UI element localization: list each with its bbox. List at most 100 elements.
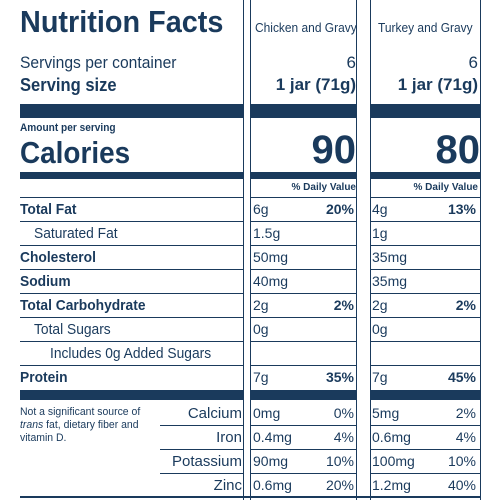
mineral-amount-chicken: 90mg — [253, 453, 289, 469]
mineral-amount-chicken: 0.4mg — [253, 429, 292, 445]
mineral-dv-turkey: 10% — [447, 453, 476, 469]
row-rule — [20, 317, 243, 318]
nutrient-amount-chicken: 2g — [253, 297, 269, 313]
mineral-rule-col2 — [371, 449, 480, 450]
row-rule-col2 — [371, 365, 480, 366]
mineral-amount-turkey: 0.6mg — [372, 429, 411, 445]
label-title: Nutrition Facts — [20, 4, 224, 39]
mineral-label: Potassium — [160, 453, 242, 470]
mineral-label-text: Iron — [216, 429, 242, 446]
mineral-dv-chicken: 0% — [333, 405, 354, 421]
nutrient-amount-turkey: 35mg — [372, 273, 408, 289]
calories-label: Calories — [20, 135, 131, 170]
divider-col2-right — [480, 0, 481, 500]
mineral-rule — [160, 473, 243, 474]
divider-col2-left — [370, 0, 371, 500]
column-header-chicken: Chicken and Gravy — [255, 20, 357, 35]
nutrient-amount-chicken: 6g — [253, 201, 269, 217]
row-rule — [20, 269, 243, 270]
servings-value-turkey: 6 — [468, 53, 478, 72]
row-rule-col1 — [251, 317, 356, 318]
mineral-rule-col1 — [251, 425, 356, 426]
mineral-amount-turkey: 1.2mg — [372, 477, 411, 493]
nutrient-amount-turkey: 1g — [372, 225, 388, 241]
nutrient-amount-chicken: 7g — [253, 369, 269, 385]
row-rule-col1 — [251, 269, 356, 270]
row-rule-col2 — [371, 317, 480, 318]
nutrient-label: Sodium — [20, 273, 75, 290]
footnote-italic-word: trans — [20, 419, 44, 431]
row-rule-col2 — [371, 269, 480, 270]
mineral-dv-chicken: 20% — [325, 477, 354, 493]
thick-rule-bottom — [20, 390, 243, 400]
calories-value-turkey: 80 — [435, 128, 481, 172]
medium-rule-col2 — [371, 172, 480, 179]
nutrient-dv-chicken: 20% — [325, 201, 354, 217]
nutrient-label: Cholesterol — [20, 249, 103, 266]
row-rule-col2 — [371, 197, 480, 198]
row-rule — [20, 245, 243, 246]
nutrient-label: Protein — [20, 369, 72, 386]
mineral-amount-turkey: 100mg — [372, 453, 415, 469]
row-rule-col2 — [371, 293, 480, 294]
nutrient-amount-chicken: 0g — [253, 321, 269, 337]
thick-rule-top-col1 — [251, 104, 356, 118]
mineral-dv-turkey: 4% — [455, 429, 476, 445]
mineral-rule-col1 — [251, 473, 356, 474]
footnote-line-2: trans fat, dietary fiber and — [20, 419, 139, 431]
row-rule-col1 — [251, 365, 356, 366]
nutrient-label-text: Cholesterol — [20, 249, 96, 266]
row-rule-col1 — [251, 293, 356, 294]
mineral-label: Calcium — [160, 405, 242, 422]
nutrient-amount-chicken: 40mg — [253, 273, 289, 289]
mineral-rule — [160, 425, 243, 426]
nutrient-dv-chicken: 2% — [333, 297, 354, 313]
nutrient-label-text: Total Sugars — [34, 321, 111, 338]
thick-rule-bottom-col1 — [251, 390, 356, 400]
nutrient-amount-turkey: 7g — [372, 369, 388, 385]
nutrient-dv-turkey: 2% — [455, 297, 476, 313]
row-rule — [20, 221, 243, 222]
mineral-rule — [160, 449, 243, 450]
footer-rule — [20, 496, 480, 498]
nutrient-label-text: Total Carbohydrate — [20, 297, 146, 314]
nutrient-label-text: Saturated Fat — [34, 225, 118, 242]
row-rule — [20, 197, 243, 198]
nutrient-label: Total Carbohydrate — [20, 297, 156, 314]
row-rule-col1 — [251, 221, 356, 222]
nutrient-amount-turkey: 0g — [372, 321, 388, 337]
mineral-amount-chicken: 0mg — [253, 405, 281, 421]
mineral-label-text: Calcium — [187, 405, 242, 422]
nutrient-amount-chicken: 1.5g — [253, 225, 281, 241]
calories-value-chicken: 90 — [311, 128, 357, 172]
serving-size-turkey: 1 jar (71g) — [397, 75, 478, 94]
mineral-rule-col2 — [371, 473, 480, 474]
nutrient-label-text: Protein — [20, 369, 68, 386]
nutrient-label: Total Fat — [20, 201, 81, 218]
row-rule — [20, 293, 243, 294]
footnote-line-1: Not a significant source of — [20, 406, 141, 418]
nutrient-dv-turkey: 13% — [447, 201, 476, 217]
nutrient-label: Saturated Fat — [34, 225, 125, 242]
mineral-amount-chicken: 0.6mg — [253, 477, 292, 493]
nutrient-amount-chicken: 50mg — [253, 249, 289, 265]
servings-value-chicken: 6 — [346, 53, 356, 72]
nutrient-dv-turkey: 45% — [447, 369, 476, 385]
nutrient-label: Total Sugars — [34, 321, 117, 338]
mineral-label-text: Zinc — [213, 477, 242, 494]
nutrient-label-text: Includes 0g Added Sugars — [50, 345, 212, 362]
divider-col1-right — [356, 0, 357, 500]
row-rule-col1 — [251, 341, 356, 342]
mineral-rule-col1 — [251, 449, 356, 450]
divider-label-right — [243, 0, 244, 500]
mineral-amount-turkey: 5mg — [372, 405, 400, 421]
row-rule-col2 — [371, 245, 480, 246]
nutrient-amount-turkey: 4g — [372, 201, 388, 217]
amount-per-serving: Amount per serving — [20, 122, 116, 134]
serving-size-label: Serving size — [20, 75, 117, 95]
mineral-dv-chicken: 4% — [333, 429, 354, 445]
nutrient-amount-turkey: 2g — [372, 297, 388, 313]
medium-rule — [20, 172, 243, 179]
thick-rule-top-col2 — [371, 104, 480, 118]
nutrient-dv-chicken: 35% — [325, 369, 354, 385]
